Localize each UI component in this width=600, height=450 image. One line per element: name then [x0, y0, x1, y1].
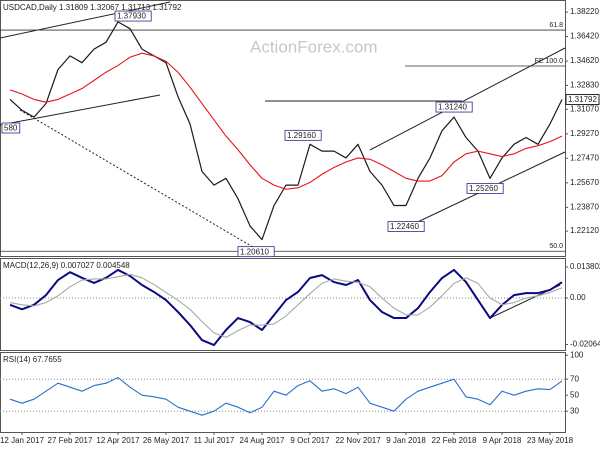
y-tick-label: -0.020648	[570, 340, 600, 349]
x-tick-label: 23 May 2018	[527, 436, 574, 445]
annotation-label: 580	[4, 124, 18, 133]
trend-line	[369, 47, 566, 151]
panel-title: MACD(12,26,9) 0.007027 0.004548	[3, 261, 130, 270]
annotation-box	[387, 221, 425, 232]
x-tick-label: 12 Jan 2017	[0, 436, 45, 445]
series-line	[9, 268, 563, 347]
y-tick-label: 1.34620	[570, 56, 599, 65]
annotation-box	[114, 10, 152, 22]
y-tick-label: 0.013802	[570, 262, 600, 271]
y-tick-label: 1.23870	[570, 202, 599, 211]
y-tick-label: 50	[570, 390, 579, 399]
series-line	[9, 273, 563, 338]
annotation-label: 1.20610	[240, 247, 269, 256]
y-tick-label: 1.29270	[570, 129, 599, 138]
x-tick-label: 9 Jan 2018	[386, 436, 426, 445]
annotation-label: 1.29160	[287, 131, 316, 140]
y-tick-label: 70	[570, 374, 579, 383]
annotation-box	[1, 122, 21, 134]
macd-panel	[0, 258, 566, 351]
annotation-label: 1.37930	[117, 12, 146, 21]
panel-title: USDCAD,Daily 1.31809 1.32067 1.31713 1.3…	[3, 3, 182, 12]
last-price-box	[565, 94, 600, 106]
series-line	[9, 21, 563, 241]
y-tick-label: 30	[570, 406, 579, 415]
series-line	[9, 377, 563, 416]
annotation-box	[466, 182, 504, 194]
x-tick-label: 11 Jul 2017	[194, 436, 235, 445]
trend-line	[0, 94, 161, 126]
y-tick-label: 100	[570, 350, 584, 359]
x-tick-label: 27 Feb 2017	[48, 436, 93, 445]
x-tick-label: 9 Oct 2017	[290, 436, 330, 445]
series-line	[9, 52, 563, 190]
last-price-label: 1.31792	[568, 95, 597, 104]
y-tick-label: 1.25670	[570, 178, 599, 187]
x-tick-label: 22 Nov 2017	[335, 436, 381, 445]
annotation-label: 1.31240	[438, 103, 467, 112]
x-tick-label: 22 Feb 2018	[432, 436, 477, 445]
y-tick-label: 1.38220	[570, 7, 599, 16]
price-panel	[0, 0, 566, 257]
level-label: 61.8	[549, 22, 563, 29]
watermark: ActionForex.com	[250, 37, 378, 56]
annotation-box	[435, 101, 473, 113]
y-tick-label: 1.22120	[570, 226, 599, 235]
y-tick-label: 1.27470	[570, 153, 599, 162]
rsi-panel	[0, 352, 566, 433]
y-tick-label: 0.00	[570, 293, 586, 302]
level-label: 50.0	[549, 243, 563, 250]
y-tick-label: 1.32830	[570, 81, 599, 90]
y-tick-label: 1.31070	[570, 104, 599, 113]
x-tick-label: 9 Apr 2018	[483, 436, 522, 445]
annotation-label: 1.25260	[469, 184, 498, 193]
x-tick-label: 12 Apr 2017	[96, 436, 140, 445]
annotation-label: 1.22460	[390, 222, 419, 231]
panel-title: RSI(14) 67.7655	[3, 355, 62, 364]
annotation-box	[284, 129, 322, 141]
trend-line	[0, 1, 171, 39]
x-tick-label: 26 May 2017	[143, 436, 190, 445]
x-tick-label: 24 Aug 2017	[240, 436, 285, 445]
level-label: FE 100.0	[535, 58, 564, 65]
y-tick-label: 1.36420	[570, 32, 599, 41]
annotation-box	[237, 246, 275, 258]
